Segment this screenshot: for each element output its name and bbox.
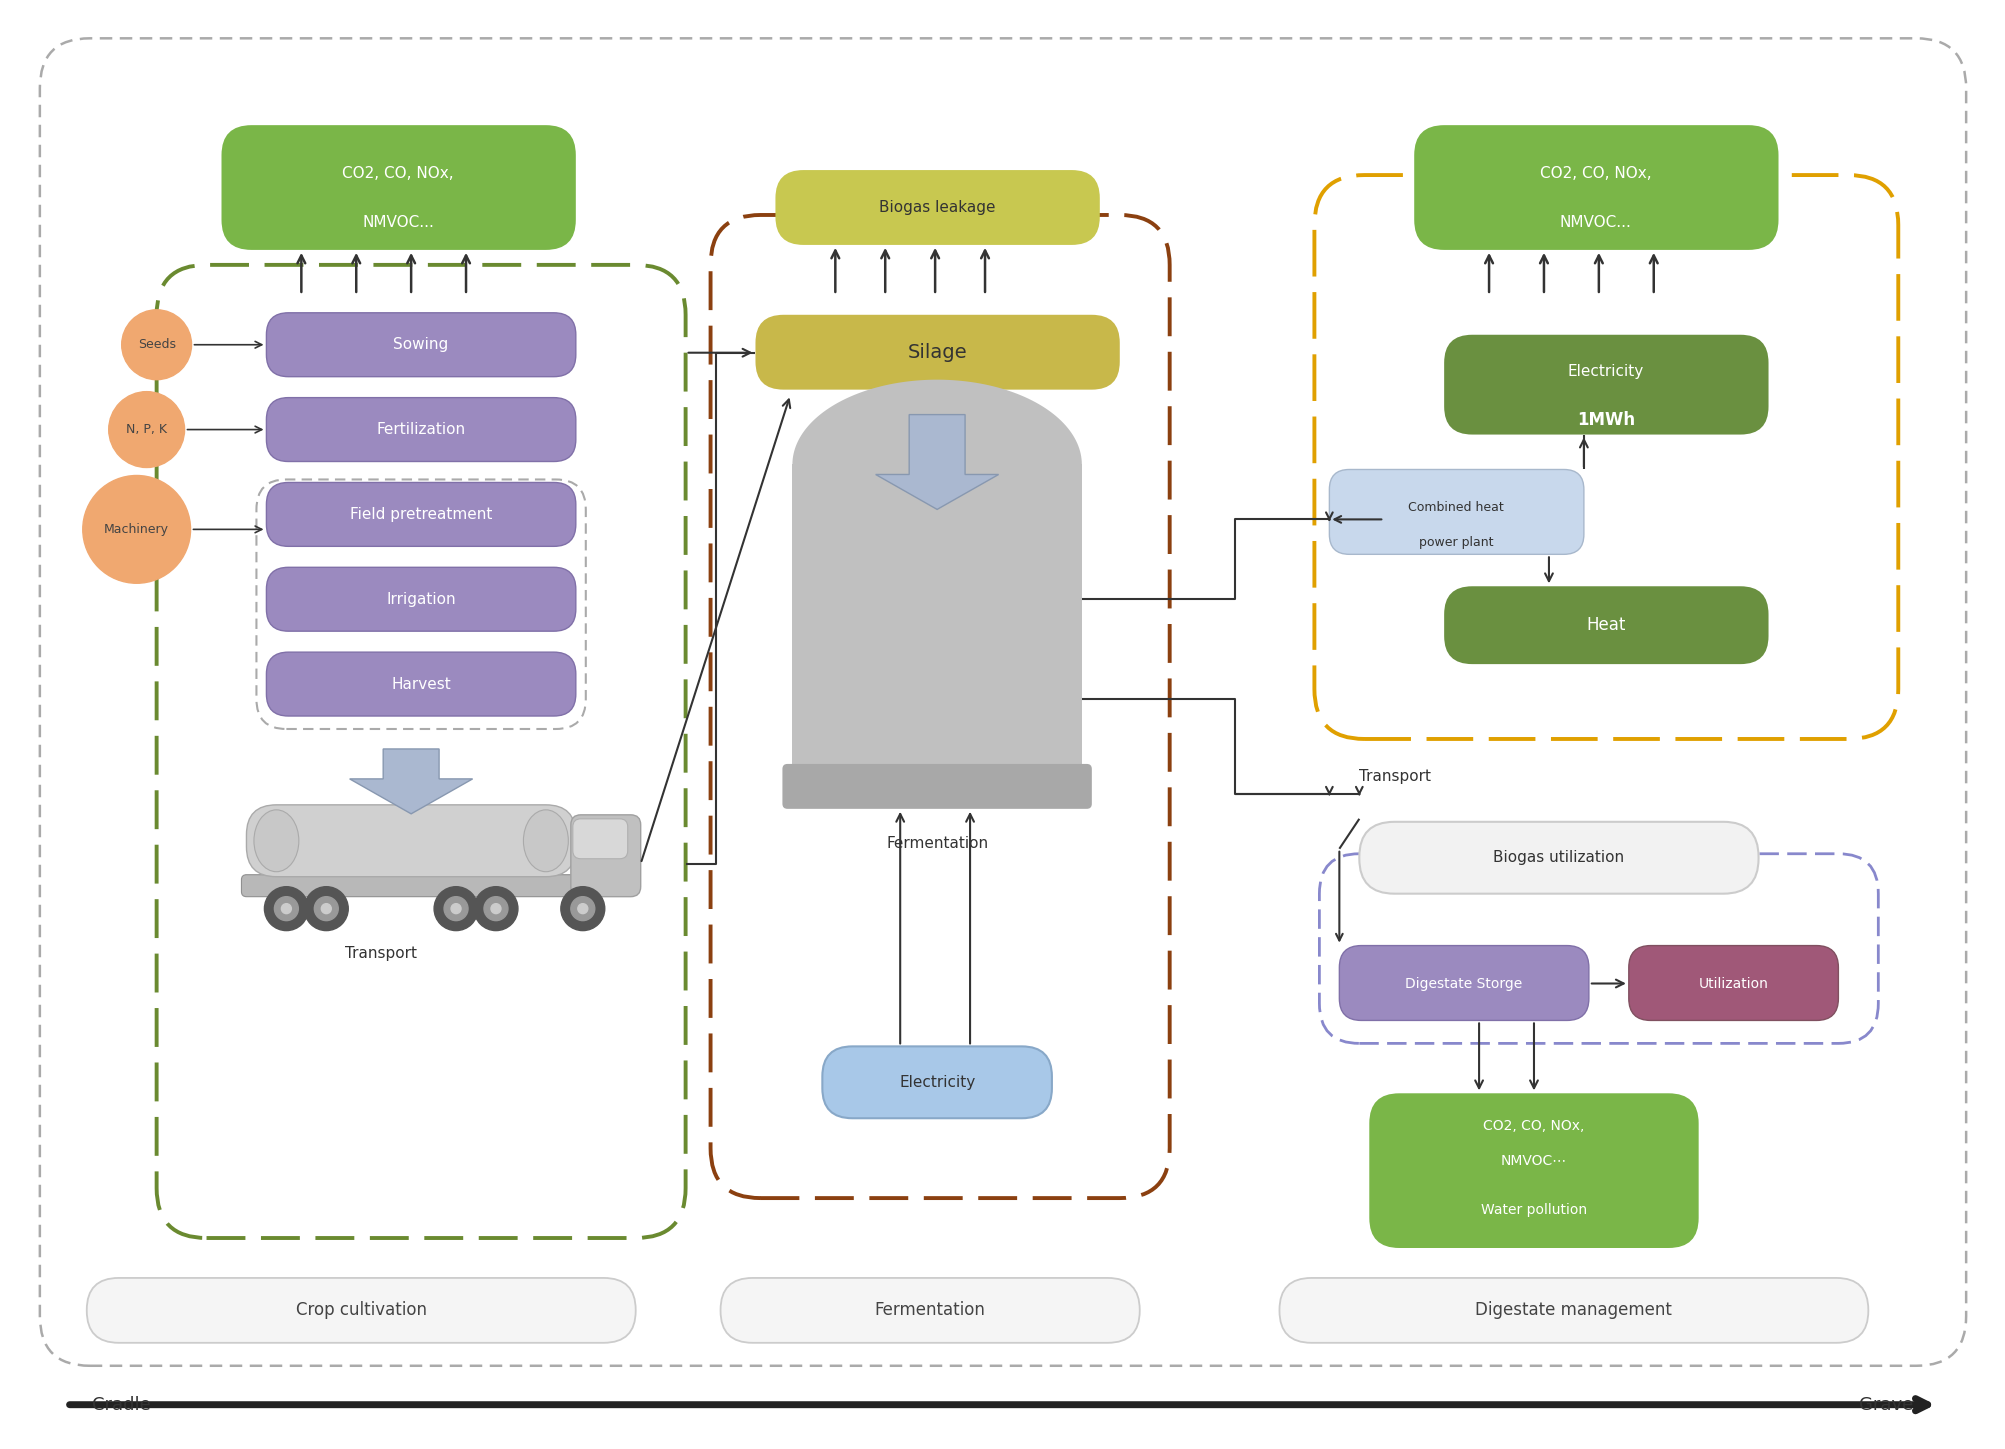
Text: Transport: Transport: [1359, 769, 1432, 784]
FancyBboxPatch shape: [86, 1278, 636, 1343]
Text: Fermentation: Fermentation: [874, 1301, 984, 1320]
Text: Seeds: Seeds: [138, 338, 176, 351]
FancyBboxPatch shape: [221, 125, 575, 249]
Text: Electricity: Electricity: [1568, 364, 1644, 380]
FancyBboxPatch shape: [720, 1278, 1139, 1343]
FancyBboxPatch shape: [822, 1046, 1051, 1119]
Text: Digestate Storge: Digestate Storge: [1406, 977, 1522, 991]
FancyBboxPatch shape: [267, 568, 575, 632]
Text: Utilization: Utilization: [1698, 977, 1768, 991]
Circle shape: [451, 904, 461, 914]
Polygon shape: [792, 465, 1081, 764]
Text: 1MWh: 1MWh: [1576, 410, 1634, 429]
FancyBboxPatch shape: [571, 814, 640, 897]
FancyBboxPatch shape: [1279, 1278, 1867, 1343]
FancyBboxPatch shape: [1369, 1094, 1698, 1248]
Circle shape: [433, 887, 477, 930]
Circle shape: [275, 897, 299, 920]
Text: CO2, CO, NOx,: CO2, CO, NOx,: [1540, 165, 1650, 181]
Text: CO2, CO, NOx,: CO2, CO, NOx,: [1482, 1119, 1584, 1133]
Circle shape: [577, 904, 587, 914]
Circle shape: [483, 897, 507, 920]
Text: Fertilization: Fertilization: [377, 422, 465, 438]
Polygon shape: [349, 749, 473, 814]
Circle shape: [321, 904, 331, 914]
FancyBboxPatch shape: [1628, 946, 1837, 1020]
FancyBboxPatch shape: [247, 804, 575, 877]
FancyBboxPatch shape: [267, 313, 575, 377]
FancyBboxPatch shape: [1329, 469, 1584, 555]
Text: CO2, CO, NOx,: CO2, CO, NOx,: [343, 165, 453, 181]
Circle shape: [82, 475, 190, 584]
Polygon shape: [792, 380, 1081, 465]
FancyBboxPatch shape: [267, 483, 575, 546]
Text: N, P, K: N, P, K: [126, 423, 166, 436]
Circle shape: [281, 904, 291, 914]
FancyBboxPatch shape: [267, 397, 575, 461]
Text: power plant: power plant: [1418, 536, 1492, 549]
Circle shape: [315, 897, 339, 920]
Circle shape: [122, 310, 190, 380]
Text: Water pollution: Water pollution: [1480, 1203, 1586, 1217]
Text: Grave: Grave: [1859, 1395, 1913, 1414]
FancyBboxPatch shape: [267, 652, 575, 716]
FancyBboxPatch shape: [1339, 946, 1588, 1020]
Ellipse shape: [523, 810, 567, 872]
Text: Sowing: Sowing: [393, 338, 449, 352]
Circle shape: [265, 887, 309, 930]
Polygon shape: [876, 414, 998, 510]
Circle shape: [108, 391, 184, 468]
Circle shape: [305, 887, 349, 930]
FancyBboxPatch shape: [1444, 335, 1768, 435]
Circle shape: [443, 897, 467, 920]
Text: Electricity: Electricity: [898, 1075, 974, 1090]
FancyBboxPatch shape: [776, 170, 1099, 245]
Circle shape: [561, 887, 604, 930]
Text: Machinery: Machinery: [104, 523, 168, 536]
FancyBboxPatch shape: [782, 764, 1091, 809]
FancyBboxPatch shape: [1414, 125, 1778, 249]
Text: Fermentation: Fermentation: [886, 836, 988, 851]
Text: Cradle: Cradle: [92, 1395, 150, 1414]
Text: Combined heat: Combined heat: [1408, 501, 1504, 514]
Text: NMVOC⋯: NMVOC⋯: [1500, 1155, 1566, 1168]
FancyBboxPatch shape: [573, 819, 628, 859]
Text: Field pretreatment: Field pretreatment: [349, 507, 491, 522]
FancyBboxPatch shape: [756, 314, 1119, 390]
Text: Transport: Transport: [345, 946, 417, 961]
FancyBboxPatch shape: [241, 875, 591, 897]
Circle shape: [571, 897, 595, 920]
Text: Digestate management: Digestate management: [1476, 1301, 1672, 1320]
Text: Crop cultivation: Crop cultivation: [295, 1301, 427, 1320]
Text: Harvest: Harvest: [391, 677, 451, 691]
FancyBboxPatch shape: [1359, 822, 1758, 894]
Text: Heat: Heat: [1586, 616, 1624, 635]
Text: NMVOC...: NMVOC...: [363, 216, 433, 230]
Circle shape: [473, 887, 517, 930]
Text: Biogas leakage: Biogas leakage: [878, 200, 994, 216]
Text: Silage: Silage: [906, 343, 966, 362]
Text: Irrigation: Irrigation: [387, 591, 455, 607]
Text: NMVOC...: NMVOC...: [1560, 216, 1630, 230]
Circle shape: [491, 904, 501, 914]
Ellipse shape: [255, 810, 299, 872]
FancyBboxPatch shape: [1444, 587, 1768, 664]
Text: Biogas utilization: Biogas utilization: [1492, 851, 1624, 865]
